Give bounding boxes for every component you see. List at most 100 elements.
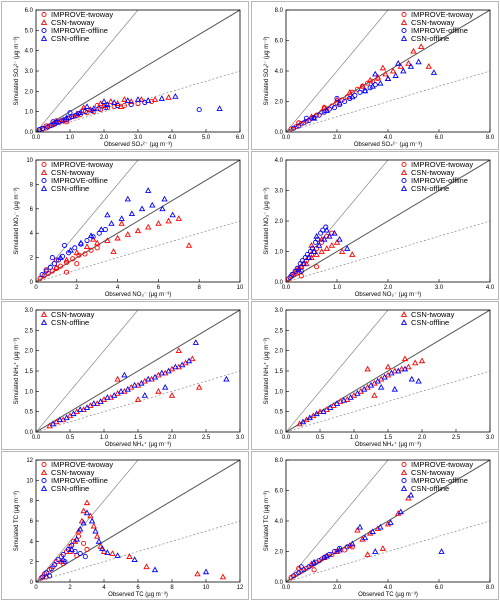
x-tick-label: 12 (237, 585, 244, 591)
y-tick-label: 4 (30, 231, 34, 237)
data-point (392, 72, 399, 78)
legend-label: CSN-offline (51, 484, 89, 493)
data-point (108, 220, 115, 226)
data-point (196, 107, 202, 113)
data-point (387, 519, 394, 525)
data-point (47, 264, 53, 270)
data-point (121, 371, 128, 378)
data-point (288, 126, 294, 132)
y-tick-label: 4.0 (275, 69, 284, 75)
data-point (124, 385, 131, 392)
data-point (87, 512, 94, 519)
y-tick-label: 0.5 (275, 410, 284, 416)
data-point (72, 245, 78, 251)
data-point (374, 525, 381, 531)
data-point (64, 269, 70, 275)
data-point (367, 381, 375, 388)
y-tick-label: 8.0 (275, 458, 284, 464)
data-point (401, 365, 409, 372)
x-tick-label: 4 (102, 585, 106, 591)
x-tick-label: 6 (136, 585, 140, 591)
data-point (286, 276, 292, 282)
data-point (405, 363, 412, 370)
data-point (172, 363, 179, 370)
one-to-two-line (36, 220, 240, 282)
two-to-one-line (36, 460, 139, 582)
data-points (286, 224, 356, 282)
data-point (82, 251, 88, 257)
y-tick-label: 0.5 (25, 410, 34, 416)
x-tick-label: 0.0 (282, 135, 291, 141)
legend-label: CSN-twoway (411, 310, 455, 319)
data-point (77, 550, 83, 557)
y-tick-label: 10 (26, 478, 33, 484)
data-point (47, 573, 53, 579)
data-point (55, 557, 61, 563)
data-point (70, 410, 77, 417)
x-tick-label: 3.0 (236, 435, 245, 441)
legend-label: IMPROVE-offline (411, 26, 468, 35)
data-point (67, 110, 73, 116)
data-point (316, 408, 324, 415)
legend: IMPROVE-twowayCSN-twowayIMPROVE-offlineC… (400, 460, 473, 493)
data-point (310, 558, 318, 565)
legend-label: IMPROVE-offline (411, 176, 468, 185)
data-point (48, 566, 54, 572)
data-point (361, 534, 369, 541)
data-point (165, 367, 172, 374)
x-tick-label: 1.5 (384, 435, 393, 441)
data-point (77, 525, 84, 532)
y-tick-label: 0.0 (275, 580, 284, 586)
scatter-plot: 0.0 0.5 1.0 1.5 2.0 2.5 3.0 0.0 0.5 1.0 1.5 2.0 2.5 3… (263, 308, 495, 448)
x-tick-label: 2.0 (418, 435, 427, 441)
x-axis-label: Observed NH₄⁺ (µg m⁻³) (105, 441, 171, 448)
y-tick-label: 0 (30, 280, 34, 286)
data-point (111, 392, 118, 398)
data-point (75, 111, 82, 117)
data-point (301, 120, 307, 126)
data-point (339, 97, 345, 103)
data-point (369, 82, 376, 89)
data-point (80, 519, 87, 526)
data-point (369, 528, 376, 535)
plot-frame (35, 159, 241, 283)
y-tick-label: 1.0 (25, 110, 34, 116)
x-tick-label: 0.0 (282, 585, 291, 591)
one-to-one-line (36, 160, 240, 282)
x-tick-label: 1.0 (66, 135, 75, 141)
legend-marker (40, 311, 48, 317)
data-point (69, 114, 75, 120)
two-to-one-line (36, 10, 139, 132)
legend: IMPROVE-twowayCSN-twowayIMPROVE-offlineC… (400, 160, 473, 193)
data-point (291, 125, 297, 131)
data-point (321, 104, 328, 110)
y-tick-label: 8.0 (275, 8, 284, 14)
data-point (63, 114, 70, 121)
data-point (141, 392, 148, 398)
data-point (68, 546, 75, 552)
data-point (308, 113, 315, 120)
x-tick-label: 2.0 (333, 585, 342, 591)
data-point (76, 252, 82, 258)
data-point (296, 570, 302, 576)
data-point (90, 234, 96, 240)
data-point (118, 215, 125, 221)
data-point (162, 383, 169, 390)
data-point (315, 242, 323, 248)
data-point (77, 406, 84, 413)
legend-marker (401, 477, 407, 484)
data-point (94, 532, 101, 539)
data-point (318, 248, 325, 254)
y-tick-label: 6.0 (275, 39, 284, 45)
data-point (165, 94, 172, 100)
data-point (165, 217, 172, 224)
data-point (189, 355, 196, 362)
data-point (52, 562, 58, 568)
data-point (58, 118, 65, 124)
y-tick-label: 6 (30, 519, 34, 525)
data-point (83, 499, 91, 506)
data-point (131, 556, 138, 563)
data-point (95, 538, 103, 544)
